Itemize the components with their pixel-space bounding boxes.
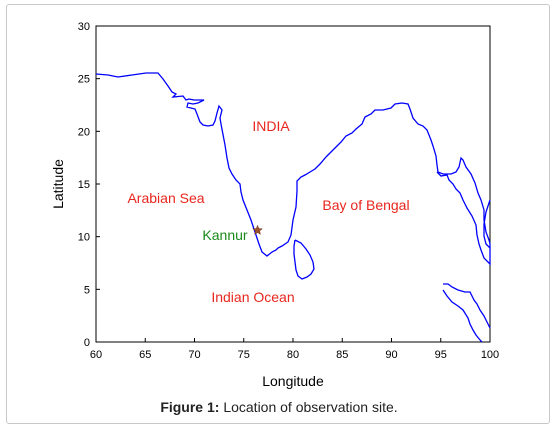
x-tick-label: 60 (90, 349, 102, 361)
y-tick-label: 25 (78, 74, 90, 86)
figure-caption: Figure 1: Location of observation site. (0, 399, 558, 415)
axis-ticks: 60 65 70 75 80 85 90 95 100 0 5 10 15 20 25 30 (78, 21, 499, 361)
coastline-west-india (95, 72, 491, 266)
x-tick-label: 95 (435, 349, 447, 361)
y-tick-label: 0 (84, 337, 90, 349)
y-tick-label: 5 (84, 284, 90, 296)
coastline-southeast (443, 283, 491, 329)
y-tick-label: 20 (78, 126, 90, 138)
x-tick-label: 85 (336, 349, 348, 361)
label-kannur: Kannur (202, 227, 247, 243)
y-tick-label: 10 (78, 232, 90, 244)
x-tick-label: 70 (188, 349, 200, 361)
coastline-sri-lanka (293, 239, 315, 280)
caption-prefix: Figure 1: (160, 399, 220, 415)
caption-text: Location of observation site. (219, 399, 398, 415)
label-arabian-sea: Arabian Sea (127, 190, 204, 206)
y-tick-label: 30 (78, 21, 90, 33)
x-tick-label: 90 (385, 349, 397, 361)
coastline-sumatra (442, 289, 483, 343)
plot-area (95, 25, 491, 343)
label-indian-ocean: Indian Ocean (211, 289, 294, 305)
coastline-east (483, 199, 491, 249)
x-tick-label: 65 (139, 349, 151, 361)
site-marker-star-icon (252, 224, 263, 235)
label-india: INDIA (252, 118, 290, 134)
coastline (95, 72, 491, 343)
x-axis-label: Longitude (262, 373, 324, 389)
x-tick-label: 100 (481, 349, 499, 361)
y-axis-label: Latitude (50, 159, 66, 209)
label-bay-of-bengal: Bay of Bengal (322, 197, 409, 213)
x-tick-label: 80 (287, 349, 299, 361)
x-tick-label: 75 (238, 349, 250, 361)
y-tick-label: 15 (78, 179, 90, 191)
